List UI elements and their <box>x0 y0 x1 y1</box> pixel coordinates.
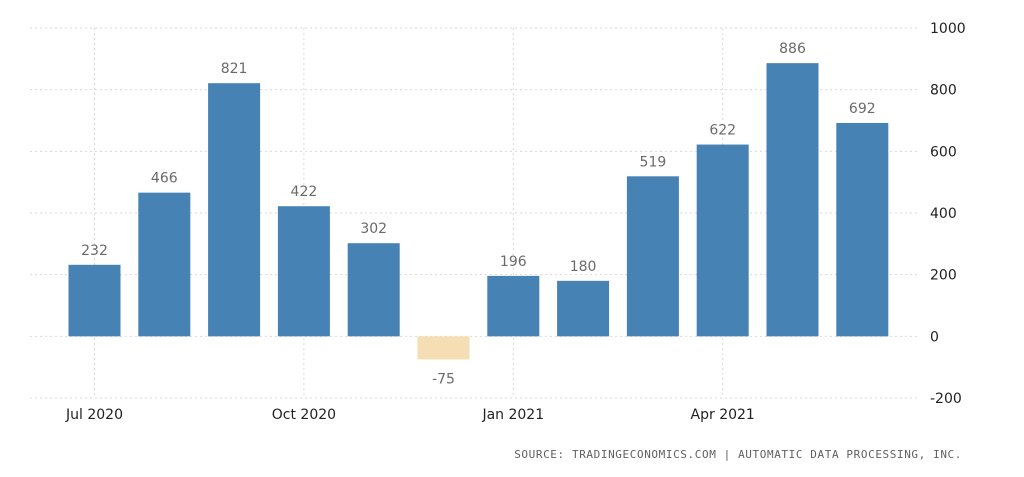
bar-value-label: 180 <box>570 259 597 275</box>
value-labels: 232 466 821 422 302 -75 196 180 519 622 886 692 <box>81 41 876 387</box>
x-tick-label: Apr 2021 <box>691 407 755 423</box>
bar-value-label: 519 <box>640 154 667 170</box>
bar-value-label: 692 <box>849 101 876 117</box>
y-tick-label: 0 <box>930 329 939 345</box>
bar <box>626 176 679 337</box>
bars <box>68 63 889 360</box>
y-tick-label: 200 <box>930 268 957 284</box>
bar-value-label: 886 <box>779 41 806 57</box>
x-axis-tick-labels: Jul 2020 Oct 2020 Jan 2021 Apr 2021 <box>65 407 755 423</box>
bar <box>766 63 819 337</box>
bar-value-label: 302 <box>360 221 387 237</box>
bar-value-label: 422 <box>291 184 318 200</box>
x-tick-label: Jan 2021 <box>481 407 544 423</box>
bar <box>277 206 330 337</box>
bar-value-label: 466 <box>151 171 178 187</box>
bar-value-label: 622 <box>709 123 736 139</box>
y-tick-label: -200 <box>930 391 962 407</box>
y-tick-label: 600 <box>930 144 957 160</box>
bar <box>417 336 470 360</box>
bar-value-label: -75 <box>432 371 455 387</box>
bar <box>836 122 889 337</box>
bar <box>696 144 749 337</box>
bar <box>68 264 121 337</box>
y-axis-tick-labels: 1000 800 600 400 200 0 -200 <box>930 21 966 407</box>
y-tick-label: 400 <box>930 206 957 222</box>
bar <box>347 243 400 337</box>
y-tick-label: 800 <box>930 83 957 99</box>
bar <box>487 275 540 337</box>
bar <box>557 280 610 337</box>
bar-value-label: 232 <box>81 243 108 259</box>
source-note: SOURCE: TRADINGECONOMICS.COM | AUTOMATIC… <box>514 448 962 461</box>
bar <box>138 192 191 337</box>
x-tick-label: Oct 2020 <box>272 407 336 423</box>
bar-value-label: 196 <box>500 254 527 270</box>
x-tick-label: Jul 2020 <box>65 407 123 423</box>
bar <box>208 83 261 337</box>
y-tick-label: 1000 <box>930 21 966 37</box>
bar-value-label: 821 <box>221 61 248 77</box>
